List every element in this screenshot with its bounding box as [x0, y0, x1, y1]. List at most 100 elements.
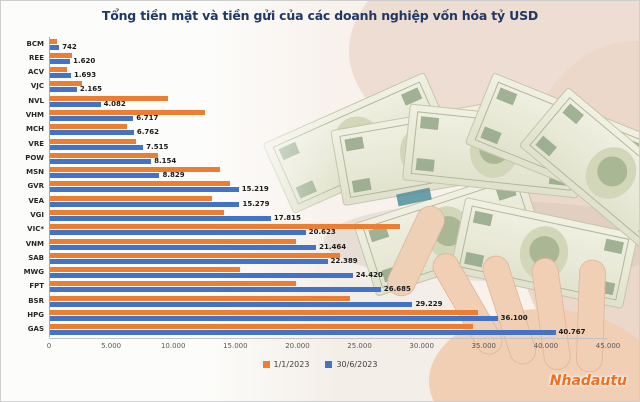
- x-tick-label: 25.000: [347, 342, 372, 350]
- category-label: VNM: [25, 239, 44, 248]
- bar-30-6-2023: [50, 130, 134, 136]
- bar-1-1-2023: [50, 38, 58, 44]
- category-label: REE: [29, 53, 44, 62]
- category-label: FPT: [29, 282, 44, 291]
- chart-row: REE 1.620: [9, 51, 608, 66]
- bars-area: 8.829: [49, 165, 608, 180]
- category-label: VHM: [25, 111, 44, 120]
- bar-1-1-2023: [50, 324, 473, 330]
- bar-1-1-2023: [50, 110, 205, 116]
- chart-row: GVR 15.219: [9, 179, 608, 195]
- value-label: 742: [62, 42, 77, 51]
- bars-area: 742: [49, 37, 608, 52]
- chart-row: VIC* 20.623: [9, 222, 608, 237]
- bar-30-6-2023: [50, 301, 413, 307]
- legend-item: 1/1/2023: [262, 360, 310, 369]
- category-label: SAB: [28, 253, 44, 262]
- value-label: 40.767: [558, 328, 586, 337]
- legend-swatch: [262, 361, 270, 368]
- x-tick-label: 0: [46, 342, 52, 350]
- bar-1-1-2023: [50, 267, 240, 273]
- x-axis-line: [49, 338, 608, 339]
- value-label: 1.620: [73, 56, 96, 65]
- x-tick-label: 40.000: [533, 342, 559, 350]
- value-label: 8.154: [154, 156, 177, 165]
- category-label: ACV: [28, 68, 44, 77]
- bars-area: 22.389: [49, 251, 608, 266]
- chart-row: VEA 15.279: [9, 194, 608, 209]
- chart-row: SAB 22.389: [9, 251, 608, 266]
- value-label: 15.219: [241, 185, 269, 194]
- x-tick-label: 15.000: [223, 342, 248, 350]
- bars-area: 21.464: [49, 236, 608, 252]
- x-tick-label: 30.000: [409, 342, 434, 350]
- value-label: 36.100: [500, 313, 528, 322]
- legend-label: 1/1/2023: [273, 360, 310, 369]
- chart-row: VNM 21.464: [9, 236, 608, 252]
- value-label: 21.464: [319, 242, 347, 251]
- chart-row: VHM 6.717: [9, 108, 608, 123]
- chart-row: BSR 29.229: [9, 294, 608, 309]
- chart-row: MSN 8.829: [9, 165, 608, 180]
- bars-area: 24.420: [49, 265, 608, 280]
- bars-area: 2.165: [49, 79, 608, 95]
- bars-area: 7.515: [49, 136, 608, 152]
- legend-label: 30/6/2023: [336, 360, 378, 369]
- bar-1-1-2023: [50, 167, 220, 173]
- bar-1-1-2023: [50, 67, 68, 73]
- bar-1-1-2023: [50, 195, 213, 201]
- x-tick-label: 20.000: [285, 342, 310, 350]
- category-label: POW: [25, 153, 44, 162]
- bar-30-6-2023: [50, 58, 71, 64]
- chart-row: MWG 24.420: [9, 265, 608, 280]
- category-label: VRE: [28, 139, 44, 148]
- category-label: BCM: [26, 39, 44, 48]
- bar-1-1-2023: [50, 295, 351, 301]
- value-label: 6.762: [136, 128, 159, 137]
- bar-1-1-2023: [50, 309, 478, 315]
- x-axis: 0 5.000 10.000 15.000 20.000 25.000 30.000 35.0…: [46, 342, 620, 354]
- bar-30-6-2023: [50, 144, 144, 150]
- bars-area: 1.693: [49, 65, 608, 80]
- bar-30-6-2023: [50, 173, 160, 179]
- bars-area: 8.154: [49, 151, 608, 166]
- bar-30-6-2023: [50, 230, 306, 236]
- bars-area: 6.717: [49, 108, 608, 123]
- chart-row: VGI 17.815: [9, 208, 608, 223]
- bars-area: 40.767: [49, 322, 608, 337]
- bar-1-1-2023: [50, 281, 296, 287]
- bar-30-6-2023: [50, 87, 77, 93]
- bar-30-6-2023: [50, 73, 71, 79]
- x-tick-label: 35.000: [471, 342, 497, 350]
- chart-row: NVL 4.082: [9, 94, 608, 109]
- category-label: VIC*: [27, 225, 44, 234]
- category-label: MCH: [26, 125, 44, 134]
- bars-area: 26.685: [49, 279, 608, 295]
- category-label: NVL: [28, 96, 44, 105]
- bar-30-6-2023: [50, 244, 317, 250]
- category-label: MSN: [26, 168, 44, 177]
- bars-area: 29.229: [49, 294, 608, 309]
- value-label: 2.165: [79, 85, 102, 94]
- bar-30-6-2023: [50, 116, 134, 122]
- category-label: VGI: [30, 211, 44, 220]
- bars-area: 6.762: [49, 122, 608, 137]
- bars-area: 20.623: [49, 222, 608, 237]
- value-label: 7.515: [146, 142, 169, 151]
- bar-1-1-2023: [50, 124, 127, 130]
- bar-1-1-2023: [50, 181, 230, 187]
- bar-1-1-2023: [50, 238, 296, 244]
- value-label: 22.389: [330, 256, 358, 265]
- value-label: 24.420: [355, 271, 383, 280]
- bar-1-1-2023: [50, 224, 400, 230]
- bars-area: 15.219: [49, 179, 608, 195]
- x-tick-label: 5.000: [101, 342, 122, 350]
- category-label: GAS: [27, 325, 44, 334]
- value-label: 8.829: [162, 171, 185, 180]
- legend: 1/1/2023 30/6/2023: [1, 360, 639, 369]
- value-label: 15.279: [242, 199, 270, 208]
- value-label: 20.623: [308, 228, 336, 237]
- bar-30-6-2023: [50, 315, 498, 321]
- category-label: MWG: [23, 268, 44, 277]
